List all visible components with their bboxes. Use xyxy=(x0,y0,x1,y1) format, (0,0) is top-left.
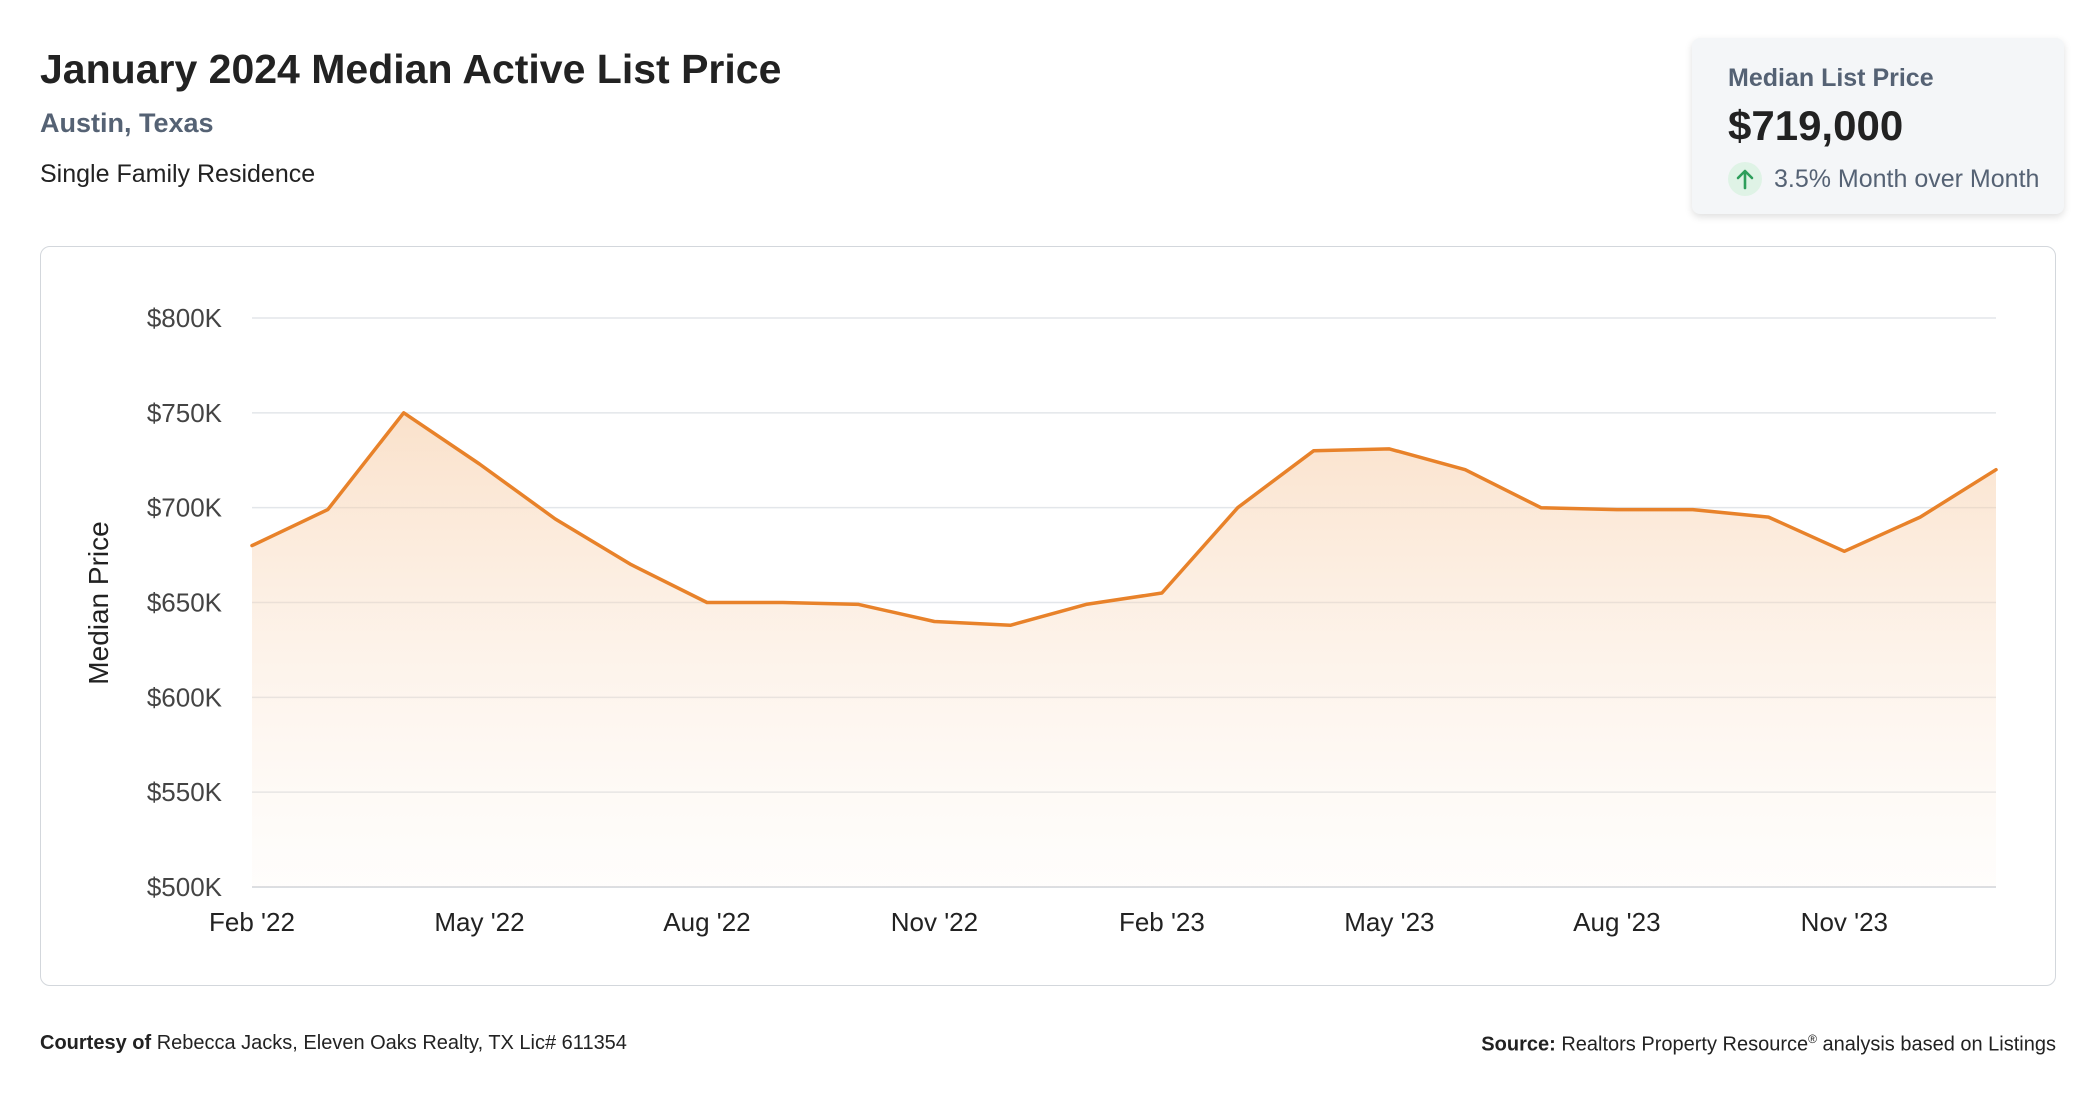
y-tick-label: $750K xyxy=(147,398,223,428)
arrow-up-icon xyxy=(1728,162,1762,196)
x-tick-label: May '22 xyxy=(434,907,524,937)
x-tick-label: Aug '22 xyxy=(663,907,750,937)
page-title: January 2024 Median Active List Price xyxy=(40,46,782,92)
courtesy-label: Courtesy of xyxy=(40,1032,152,1054)
x-tick-label: Aug '23 xyxy=(1573,907,1660,937)
y-axis-label: Median Price xyxy=(83,521,114,684)
price-chart: $500K $550K $600K $650K $700K $750K $800K Feb … xyxy=(83,303,1998,937)
y-tick-label: $500K xyxy=(147,872,223,902)
x-tick-label: Feb '22 xyxy=(209,907,295,937)
courtesy-footer: Courtesy of Rebecca Jacks, Eleven Oaks R… xyxy=(40,1032,627,1055)
source-footer: Source: Realtors Property Resource® anal… xyxy=(1481,1032,2056,1057)
kpi-change-text: 3.5% Month over Month xyxy=(1774,164,2040,193)
registered-mark: ® xyxy=(1808,1032,1817,1046)
median-list-price-card: Median List Price $719,000 3.5% Month ov… xyxy=(1692,38,2064,214)
x-tick-label: Nov '23 xyxy=(1801,907,1888,937)
y-tick-label: $700K xyxy=(147,493,223,523)
y-tick-label: $800K xyxy=(147,303,223,333)
kpi-value: $719,000 xyxy=(1728,102,1904,149)
courtesy-text: Rebecca Jacks, Eleven Oaks Realty, TX Li… xyxy=(156,1032,627,1054)
y-tick-label: $650K xyxy=(147,588,223,618)
kpi-label: Median List Price xyxy=(1728,64,1934,92)
series-line xyxy=(250,411,1998,628)
series-area xyxy=(252,412,1996,887)
x-tick-label: Nov '22 xyxy=(891,907,978,937)
y-tick-label: $600K xyxy=(147,682,223,712)
x-tick-label: Feb '23 xyxy=(1119,907,1205,937)
property-type-label: Single Family Residence xyxy=(40,160,316,188)
y-tick-label: $550K xyxy=(147,777,223,807)
x-tick-label: May '23 xyxy=(1344,907,1434,937)
location-subtitle: Austin, Texas xyxy=(40,108,214,138)
source-suffix: analysis based on Listings xyxy=(1822,1033,2056,1056)
source-text: Realtors Property Resource xyxy=(1561,1033,1809,1056)
kpi-change: 3.5% Month over Month xyxy=(1728,162,2039,196)
source-label: Source: xyxy=(1481,1033,1556,1056)
